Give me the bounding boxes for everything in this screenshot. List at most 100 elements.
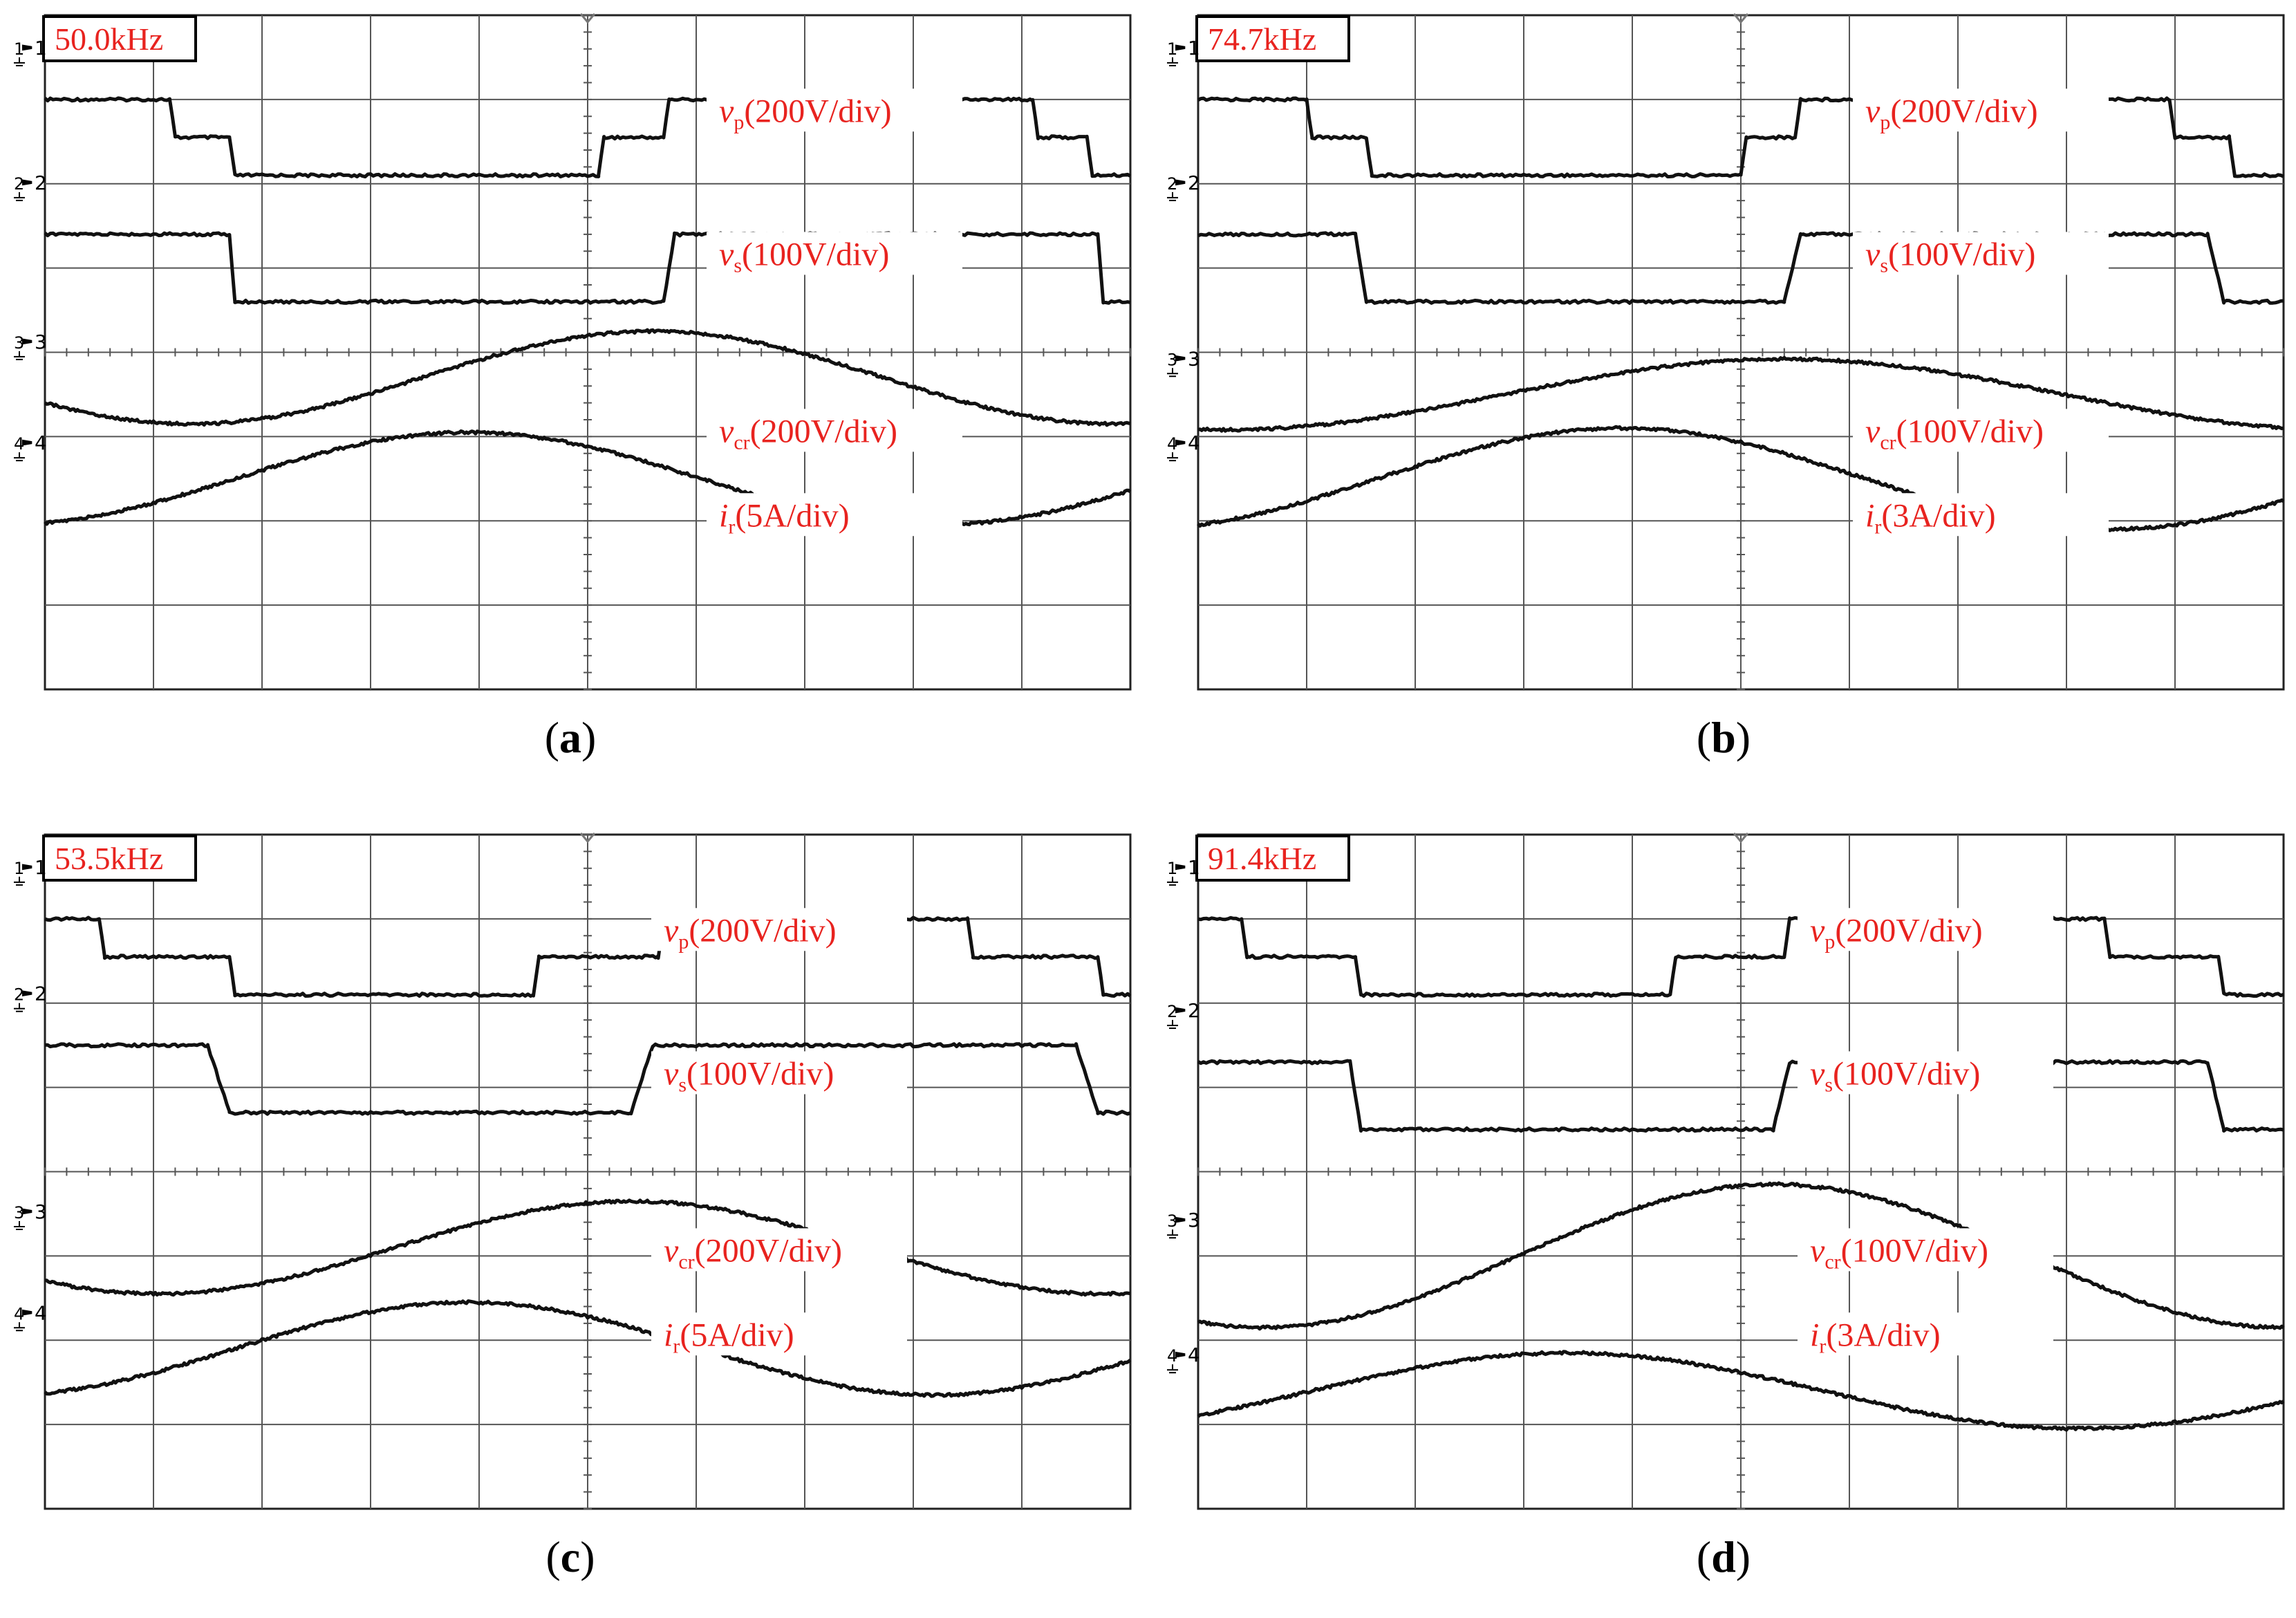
trace-channel-3 bbox=[1197, 1181, 2285, 1331]
scope-chart-b: 74.7kHz 1 1 vp(200V/div) 2 2 vs(100V/div) 3 3 vcr… bbox=[1167, 13, 2285, 691]
caption-b: (b) bbox=[1696, 713, 1751, 762]
svg-text:3: 3 bbox=[1167, 1211, 1177, 1231]
scope-chart-a: 50.0kHz 1 1 vp(200V/div) 2 2 vs(100V/div) 3 3 vcr… bbox=[14, 13, 1132, 691]
svg-text:1: 1 bbox=[35, 37, 47, 59]
channel-3: 3 3 vcr(100V/div) bbox=[1167, 347, 2284, 454]
svg-text:1: 1 bbox=[1167, 859, 1177, 878]
channel-4: 4 4 ir(5A/div) bbox=[14, 429, 1132, 538]
trace-channel-4 bbox=[44, 1299, 1132, 1398]
svg-text:1: 1 bbox=[35, 856, 47, 879]
channel-label-3: vcr(100V/div) bbox=[1853, 409, 2109, 454]
channel-1: 1 1 vp(200V/div) bbox=[14, 856, 1132, 998]
svg-text:1: 1 bbox=[1167, 39, 1177, 59]
channel-label-4: ir(3A/div) bbox=[1853, 493, 2109, 538]
channel-label-1: vp(200V/div) bbox=[1853, 89, 2109, 133]
frequency-label: 50.0kHz bbox=[42, 15, 197, 62]
frequency-label: 74.7kHz bbox=[1195, 15, 1350, 62]
trigger-marker bbox=[579, 13, 596, 24]
svg-text:3: 3 bbox=[35, 1200, 47, 1223]
svg-text:vp(200V/div): vp(200V/div) bbox=[1810, 912, 1983, 953]
channel-label-1: vp(200V/div) bbox=[651, 908, 907, 953]
channel-3: 3 3 vcr(200V/div) bbox=[14, 328, 1131, 454]
channel-4: 4 4 ir(5A/div) bbox=[14, 1299, 1132, 1398]
channel-label-4: ir(3A/div) bbox=[1798, 1312, 2053, 1357]
svg-text:vcr(100V/div): vcr(100V/div) bbox=[1810, 1232, 1988, 1273]
channel-label-3: vcr(200V/div) bbox=[651, 1228, 907, 1273]
svg-text:2: 2 bbox=[14, 985, 24, 1005]
svg-text:1: 1 bbox=[14, 859, 24, 878]
channel-label-2: vs(100V/div) bbox=[1798, 1051, 2053, 1096]
channel-3: 3 3 vcr(200V/div) bbox=[14, 1198, 1131, 1297]
channel-2: 2 2 vs(100V/div) bbox=[1167, 999, 2284, 1133]
svg-text:3: 3 bbox=[1188, 347, 1200, 370]
caption-c: (c) bbox=[545, 1532, 595, 1581]
trace-channel-3 bbox=[1197, 355, 2284, 433]
channel-label-1: vp(200V/div) bbox=[1798, 908, 2053, 953]
svg-text:4: 4 bbox=[35, 1301, 47, 1324]
trace-channel-1 bbox=[1197, 915, 2284, 998]
trace-channel-2 bbox=[45, 1042, 1131, 1116]
svg-text:4: 4 bbox=[1188, 1343, 1200, 1366]
trigger-marker bbox=[579, 833, 596, 844]
svg-text:vs(100V/div): vs(100V/div) bbox=[1865, 236, 2035, 277]
svg-text:1: 1 bbox=[1188, 37, 1200, 59]
channel-1: 1 1 vp(200V/div) bbox=[14, 37, 1132, 178]
svg-text:vs(100V/div): vs(100V/div) bbox=[1810, 1055, 1980, 1096]
svg-text:2: 2 bbox=[1167, 1002, 1177, 1021]
trace-channel-3 bbox=[44, 1198, 1131, 1297]
svg-text:4: 4 bbox=[1188, 431, 1200, 454]
svg-text:3: 3 bbox=[14, 1203, 24, 1222]
trace-channel-3 bbox=[44, 328, 1131, 427]
svg-text:2: 2 bbox=[1188, 171, 1200, 194]
channel-3: 3 3 vcr(100V/div) bbox=[1167, 1181, 2285, 1331]
svg-text:4: 4 bbox=[1167, 434, 1177, 454]
svg-text:ir(3A/div): ir(3A/div) bbox=[1810, 1317, 1941, 1357]
channel-label-4: ir(5A/div) bbox=[707, 493, 962, 538]
svg-text:vcr(200V/div): vcr(200V/div) bbox=[664, 1232, 842, 1273]
svg-text:ir(5A/div): ir(5A/div) bbox=[664, 1317, 794, 1357]
svg-text:1: 1 bbox=[1188, 856, 1200, 879]
svg-text:4: 4 bbox=[14, 1304, 24, 1323]
trace-channel-1 bbox=[44, 915, 1132, 998]
svg-text:ir(5A/div): ir(5A/div) bbox=[719, 497, 850, 538]
scope-chart-d: 91.4kHz 1 1 vp(200V/div) 2 2 vs(100V/div) 3 3 vcr… bbox=[1167, 833, 2285, 1510]
channel-label-1: vp(200V/div) bbox=[707, 89, 962, 133]
channel-label-4: ir(5A/div) bbox=[651, 1312, 907, 1357]
trace-channel-4 bbox=[1197, 1350, 2285, 1432]
channel-1: 1 1 vp(200V/div) bbox=[1167, 856, 2284, 998]
channel-2: 2 2 vs(100V/div) bbox=[14, 171, 1131, 305]
channel-1: 1 1 vp(200V/div) bbox=[1167, 37, 2285, 178]
caption-d: (d) bbox=[1696, 1532, 1751, 1581]
caption-a: (a) bbox=[544, 713, 597, 762]
channel-label-2: vs(100V/div) bbox=[651, 1051, 907, 1096]
svg-text:2: 2 bbox=[1167, 174, 1177, 194]
svg-text:vcr(100V/div): vcr(100V/div) bbox=[1865, 413, 2044, 454]
svg-text:vp(200V/div): vp(200V/div) bbox=[1865, 93, 2038, 133]
svg-text:1: 1 bbox=[14, 39, 24, 59]
svg-text:ir(3A/div): ir(3A/div) bbox=[1865, 497, 1996, 538]
svg-text:3: 3 bbox=[14, 333, 24, 353]
channel-label-2: vs(100V/div) bbox=[1853, 232, 2109, 277]
channel-label-3: vcr(100V/div) bbox=[1798, 1228, 2053, 1273]
svg-text:2: 2 bbox=[1188, 999, 1200, 1022]
svg-text:2: 2 bbox=[35, 171, 47, 194]
svg-text:vs(100V/div): vs(100V/div) bbox=[719, 236, 889, 277]
svg-text:2: 2 bbox=[35, 983, 47, 1005]
grid bbox=[1197, 834, 2284, 1509]
svg-text:4: 4 bbox=[14, 434, 24, 454]
channel-2: 2 2 vs(100V/div) bbox=[1167, 171, 2284, 305]
svg-text:3: 3 bbox=[35, 331, 47, 353]
frequency-text: 74.7kHz bbox=[1208, 21, 1316, 57]
svg-text:vp(200V/div): vp(200V/div) bbox=[664, 912, 837, 953]
